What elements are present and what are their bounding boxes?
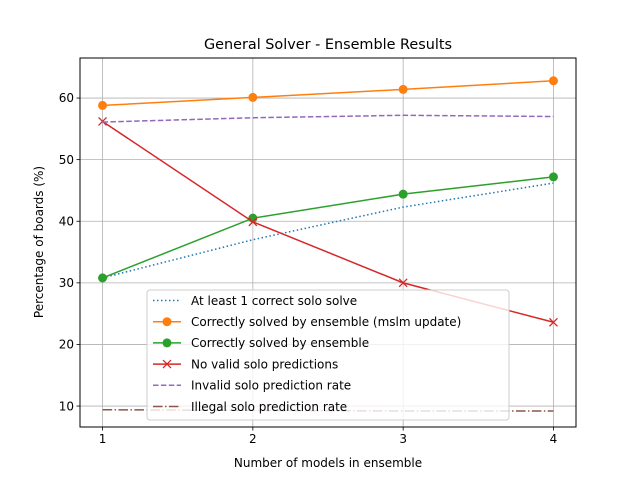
legend-marker-2	[162, 317, 172, 327]
legend-marker-3	[162, 338, 172, 348]
series-line-1	[102, 182, 554, 279]
y-axis-label: Percentage of boards (%)	[32, 166, 46, 318]
series-3-point	[548, 172, 558, 182]
series-4-point	[548, 317, 558, 327]
y-tick-label: 40	[59, 214, 74, 228]
series-line-5	[102, 114, 554, 123]
series-line-3	[102, 176, 554, 279]
series-3-point	[98, 273, 108, 283]
legend: At least 1 correct solo solve Correctly s…	[146, 289, 510, 421]
legend-label-4: No valid solo predictions	[191, 357, 338, 371]
series-2-point	[98, 100, 108, 110]
x-tick-label: 2	[249, 432, 257, 446]
x-tick-label: 4	[550, 432, 558, 446]
y-tick-label: 10	[59, 399, 74, 413]
legend-box	[146, 289, 510, 421]
legend-marker-4	[162, 359, 172, 369]
series-2-point	[548, 76, 558, 86]
x-tick-label: 3	[399, 432, 407, 446]
y-tick-label: 30	[59, 276, 74, 290]
plot-area-frame	[79, 57, 577, 428]
x-tick-label: 1	[99, 432, 107, 446]
legend-label-5: Invalid solo prediction rate	[191, 379, 351, 393]
series-3-point	[398, 189, 408, 199]
series-4-point	[398, 278, 408, 288]
series-line-2	[102, 80, 554, 107]
legend-label-1: At least 1 correct solo solve	[191, 294, 357, 308]
y-tick-label: 20	[59, 338, 74, 352]
x-axis-ticks: 1 2 3 4	[99, 427, 558, 446]
x-axis-label: Number of models in ensemble	[234, 456, 422, 470]
series-2-point	[398, 84, 408, 94]
series-2-point	[248, 92, 258, 102]
chart-title: General Solver - Ensemble Results	[204, 37, 452, 53]
y-axis-ticks: 10 20 30 40 50 60	[59, 91, 80, 413]
legend-label-6: Illegal solo prediction rate	[191, 400, 347, 414]
y-tick-label: 60	[59, 91, 74, 105]
legend-label-3: Correctly solved by ensemble	[191, 336, 369, 350]
y-tick-label: 50	[59, 153, 74, 167]
legend-label-2: Correctly solved by ensemble (mslm updat…	[191, 315, 461, 329]
series-4-point	[248, 217, 258, 227]
